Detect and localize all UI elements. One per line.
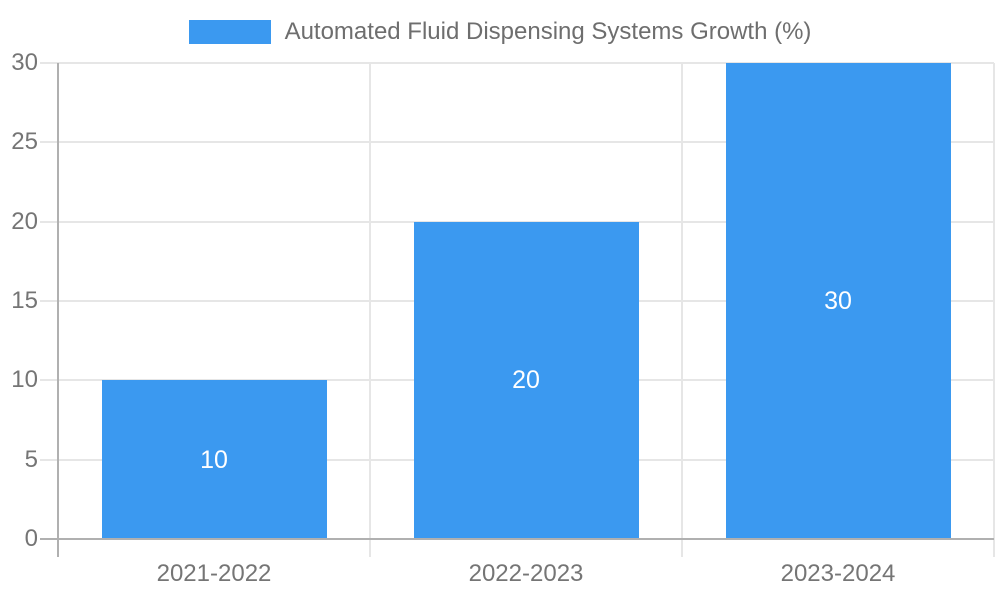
x-tick-label: 2022-2023: [468, 560, 584, 587]
legend-label: Automated Fluid Dispensing Systems Growt…: [284, 18, 812, 45]
x-tick-label: 2021-2022: [156, 560, 272, 587]
bar[interactable]: [101, 380, 327, 539]
y-tick-label: 15: [11, 287, 38, 314]
bar[interactable]: [413, 221, 639, 539]
y-tick-label: 0: [24, 525, 38, 552]
bar-value-label: 30: [824, 287, 852, 315]
category-separator: [681, 63, 683, 557]
y-tick-label: 5: [24, 445, 38, 473]
legend: Automated Fluid Dispensing Systems Growt…: [0, 17, 1000, 47]
y-gridline: [40, 62, 994, 64]
x-axis-line: [40, 538, 994, 540]
bar-value-label: 20: [512, 366, 540, 395]
y-tick-label: 30: [11, 49, 38, 76]
y-tick-label: 20: [11, 207, 38, 235]
category-separator: [369, 63, 371, 557]
bar-value-label: 10: [200, 445, 228, 474]
legend-swatch: [188, 20, 271, 44]
x-tick-label: 2023-2024: [780, 560, 896, 587]
y-tick-label: 10: [11, 366, 38, 394]
bar[interactable]: [725, 63, 951, 539]
y-axis-line: [57, 63, 59, 557]
y-tick-label: 25: [11, 128, 38, 156]
category-separator: [993, 63, 995, 557]
y-gridline: [40, 141, 994, 144]
